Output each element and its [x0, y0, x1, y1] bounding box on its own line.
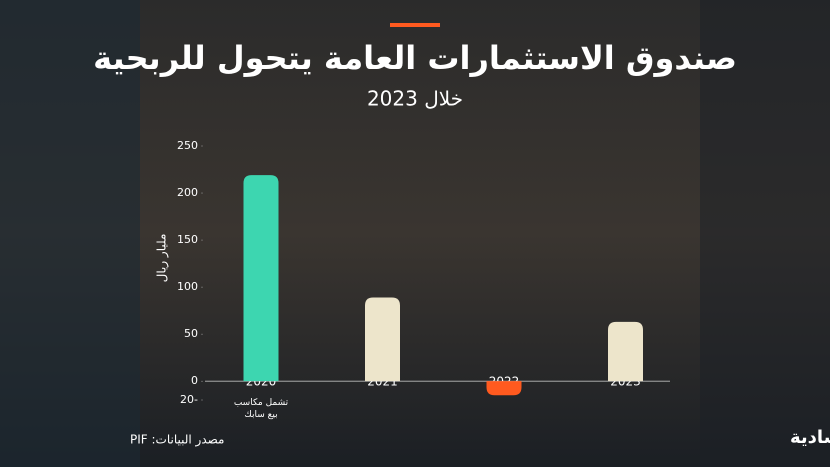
bar	[608, 321, 643, 382]
accent-line	[390, 23, 440, 27]
y-tick-label: 250	[177, 139, 198, 152]
annotation: تشمل مكاسب بيع سابك	[234, 398, 289, 420]
y-tick-label: 0	[191, 374, 198, 387]
y-tick-label: 150	[177, 233, 198, 246]
bg-building	[0, 0, 140, 467]
brand: الاقتصادية	[790, 427, 830, 448]
y-axis-label: مليار ريال	[155, 234, 170, 283]
chart-title: صندوق الاستثمارات العامة يتحول للربحية	[93, 39, 737, 77]
y-tick-label: 20-	[180, 393, 198, 406]
y-tick-label: 50	[184, 327, 198, 340]
y-tick-label: 100	[177, 280, 198, 293]
bar	[243, 175, 279, 382]
bg-building	[700, 0, 830, 467]
source: مصدر البيانات: PIF	[130, 433, 224, 448]
chart-subtitle: خلال 2023	[367, 87, 463, 111]
y-tick-label: 200	[177, 186, 198, 199]
bar	[486, 381, 522, 396]
bar	[365, 297, 400, 382]
